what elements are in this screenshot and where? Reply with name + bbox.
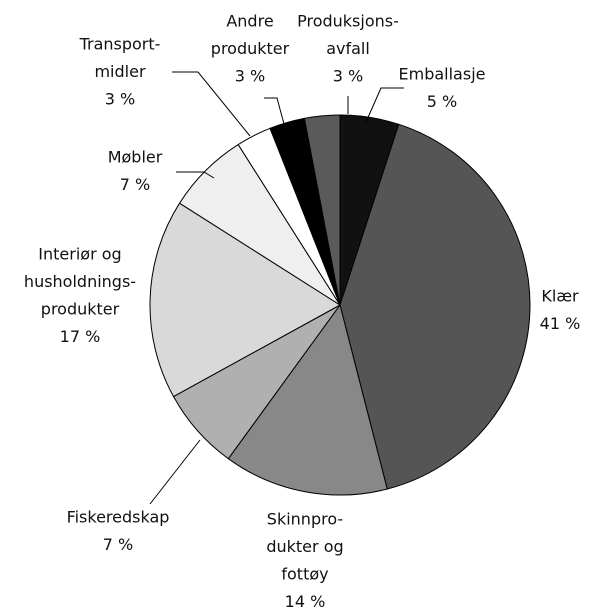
slice-label: Produksjons- — [297, 12, 399, 31]
slice-label: Andre — [226, 12, 273, 31]
slice-label: Fiskeredskap — [67, 508, 170, 527]
leader-line — [149, 439, 201, 505]
leader-line — [264, 97, 285, 125]
slice-label: midler — [94, 62, 145, 81]
value-label: 3 % — [105, 90, 135, 109]
pie-slice — [339, 123, 531, 490]
leader-lines — [149, 71, 404, 505]
slice-label: Interiør og — [38, 245, 121, 264]
value-label: 5 % — [427, 92, 457, 111]
value-label: 17 % — [60, 327, 101, 346]
slice-label: Møbler — [108, 148, 163, 167]
slice-label: Skinnpro- — [267, 510, 343, 529]
slice-label: avfall — [326, 39, 370, 58]
pie — [149, 114, 531, 496]
value-label: 3 % — [235, 67, 265, 86]
slice-label: Klær — [541, 287, 579, 306]
value-label: 41 % — [540, 314, 581, 333]
slice-label: dukter og — [266, 537, 343, 556]
pie-slice — [149, 202, 341, 398]
value-label: 14 % — [285, 592, 326, 611]
value-label: 7 % — [103, 535, 133, 554]
slice-label: Transport- — [79, 35, 161, 54]
leader-line — [172, 71, 251, 137]
leader-line — [176, 171, 215, 179]
slice-label: fottøy — [281, 565, 328, 584]
slice-label: produkter — [41, 300, 120, 319]
leader-line — [365, 87, 404, 123]
value-label: 3 % — [333, 67, 363, 86]
value-label: 7 % — [120, 175, 150, 194]
slice-label: Emballasje — [399, 65, 486, 84]
slice-label: husholdnings- — [24, 272, 136, 291]
pie-slice — [227, 303, 388, 496]
slice-label: produkter — [211, 39, 290, 58]
pie-slice — [303, 114, 341, 306]
